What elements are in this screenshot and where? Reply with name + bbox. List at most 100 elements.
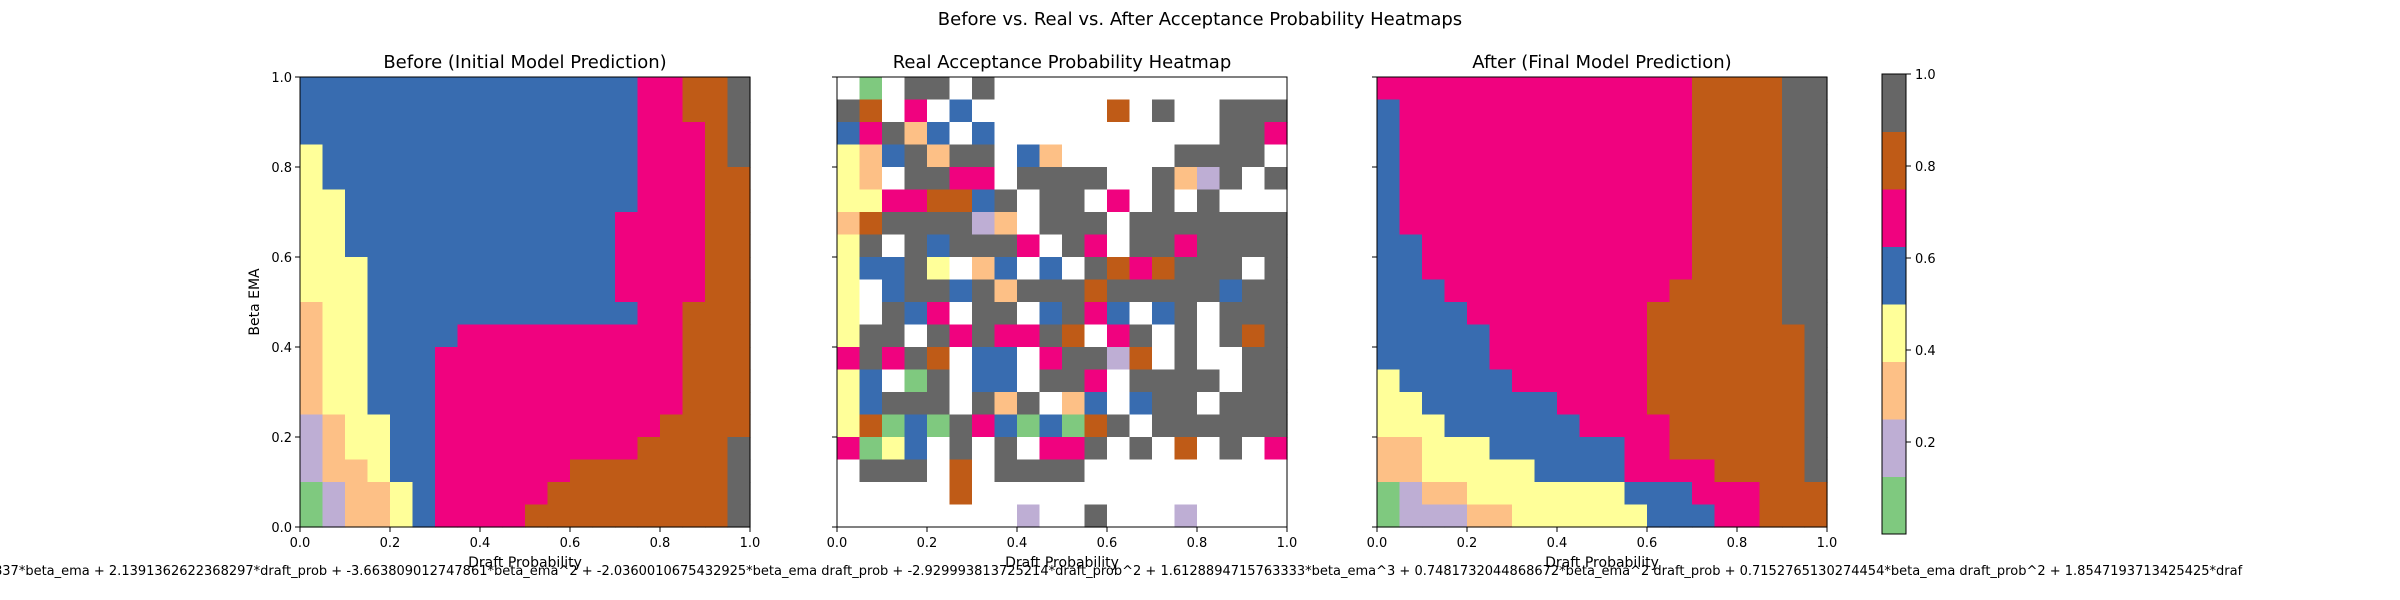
heatmap-cell bbox=[1399, 324, 1423, 348]
heatmap-cell bbox=[705, 189, 729, 213]
heatmap-cell bbox=[1714, 234, 1738, 258]
heatmap-cell bbox=[1152, 99, 1176, 123]
heatmap-cell bbox=[390, 167, 414, 191]
heatmap-cell bbox=[1107, 99, 1131, 123]
heatmap-cell bbox=[1242, 122, 1266, 146]
heatmap-cell bbox=[1039, 212, 1063, 236]
heatmap-cell bbox=[1444, 369, 1468, 393]
heatmap-cell bbox=[367, 324, 391, 348]
heatmap-cell bbox=[345, 414, 369, 438]
heatmap-cell bbox=[904, 77, 928, 101]
heatmap-cell bbox=[1737, 212, 1761, 236]
heatmap-cell bbox=[994, 212, 1018, 236]
heatmap-cell bbox=[1377, 189, 1401, 213]
heatmap-cell bbox=[322, 77, 346, 101]
heatmap-cell bbox=[1444, 437, 1468, 461]
heatmap-cell bbox=[322, 324, 346, 348]
heatmap-cell bbox=[972, 482, 996, 506]
heatmap-cell bbox=[1489, 302, 1513, 326]
heatmap-cell bbox=[904, 122, 928, 146]
heatmap-cell bbox=[705, 482, 729, 506]
heatmap-cell bbox=[637, 459, 661, 483]
heatmap-cell bbox=[727, 392, 751, 416]
heatmap-cell bbox=[615, 212, 639, 236]
heatmap-cell bbox=[345, 189, 369, 213]
axes-frame bbox=[836, 76, 1288, 528]
heatmap-cell bbox=[1129, 189, 1153, 213]
heatmap-cell bbox=[1264, 392, 1288, 416]
heatmap-cell bbox=[1017, 369, 1041, 393]
heatmap-cell bbox=[904, 302, 928, 326]
heatmap-cell bbox=[412, 234, 436, 258]
heatmap-cell bbox=[1737, 257, 1761, 281]
heatmap-cell bbox=[859, 369, 883, 393]
heatmap-cell bbox=[904, 99, 928, 123]
heatmap-cell bbox=[345, 347, 369, 371]
heatmap-cell bbox=[1647, 122, 1671, 146]
heatmap-cell bbox=[390, 482, 414, 506]
heatmap-cell bbox=[1197, 122, 1221, 146]
heatmap-cell bbox=[1107, 144, 1131, 168]
heatmap-cell bbox=[927, 77, 951, 101]
heatmap-cell bbox=[1264, 482, 1288, 506]
x-axis-label: Draft Probability bbox=[1005, 555, 1119, 571]
heatmap-cell bbox=[1782, 414, 1806, 438]
heatmap-cell bbox=[1714, 302, 1738, 326]
heatmap-cell bbox=[1579, 437, 1603, 461]
heatmap-cell bbox=[1737, 392, 1761, 416]
heatmap-cell bbox=[1264, 189, 1288, 213]
heatmap-cells bbox=[837, 77, 1288, 528]
heatmap-cell bbox=[412, 459, 436, 483]
heatmap-cell bbox=[1557, 392, 1581, 416]
heatmap-cell bbox=[1422, 302, 1446, 326]
heatmap-cell bbox=[637, 144, 661, 168]
heatmap-cell bbox=[1804, 414, 1828, 438]
heatmap-cell bbox=[1737, 482, 1761, 506]
heatmap-cell bbox=[1759, 77, 1783, 101]
heatmap-cell bbox=[637, 414, 661, 438]
heatmap-cell bbox=[345, 324, 369, 348]
heatmap-cell bbox=[1399, 414, 1423, 438]
heatmap-cell bbox=[592, 77, 616, 101]
heatmap-cell bbox=[300, 347, 324, 371]
heatmap-cell bbox=[367, 77, 391, 101]
heatmap-cell bbox=[705, 302, 729, 326]
heatmap-cell bbox=[1534, 392, 1558, 416]
heatmap-cell bbox=[1174, 99, 1198, 123]
heatmap-cell bbox=[1624, 77, 1648, 101]
heatmap-cell bbox=[480, 234, 504, 258]
heatmap-cell bbox=[682, 414, 706, 438]
heatmap-cell bbox=[1197, 437, 1221, 461]
heatmap-cell bbox=[1219, 504, 1243, 528]
heatmap-cell bbox=[435, 324, 459, 348]
heatmap-cell bbox=[1242, 77, 1266, 101]
heatmap-cell bbox=[1489, 482, 1513, 506]
heatmap-cell bbox=[480, 279, 504, 303]
heatmap-cell bbox=[1174, 369, 1198, 393]
heatmap-cell bbox=[927, 144, 951, 168]
heatmap-cell bbox=[1602, 279, 1626, 303]
heatmap-cell bbox=[1512, 189, 1536, 213]
heatmap-cell bbox=[727, 189, 751, 213]
heatmap-cell bbox=[592, 99, 616, 123]
heatmap-cell bbox=[1647, 77, 1671, 101]
heatmap-cell bbox=[1174, 212, 1198, 236]
heatmap-cell bbox=[682, 167, 706, 191]
heatmap-cell bbox=[1242, 459, 1266, 483]
heatmap-cell bbox=[1579, 302, 1603, 326]
x-tick-label: 0.0 bbox=[290, 536, 311, 551]
heatmap-cell bbox=[859, 392, 883, 416]
heatmap-cell bbox=[949, 369, 973, 393]
heatmap-cell bbox=[1062, 482, 1086, 506]
heatmap-cell bbox=[994, 189, 1018, 213]
heatmap-cell bbox=[660, 144, 684, 168]
heatmap-cell bbox=[1444, 347, 1468, 371]
heatmap-cell bbox=[1489, 234, 1513, 258]
heatmap-cell bbox=[525, 414, 549, 438]
heatmap-cell bbox=[480, 504, 504, 528]
heatmap-cell bbox=[1017, 99, 1041, 123]
heatmap-cell bbox=[435, 369, 459, 393]
heatmap-cell bbox=[547, 347, 571, 371]
heatmap-cell bbox=[1129, 459, 1153, 483]
heatmap-cell bbox=[1624, 234, 1648, 258]
